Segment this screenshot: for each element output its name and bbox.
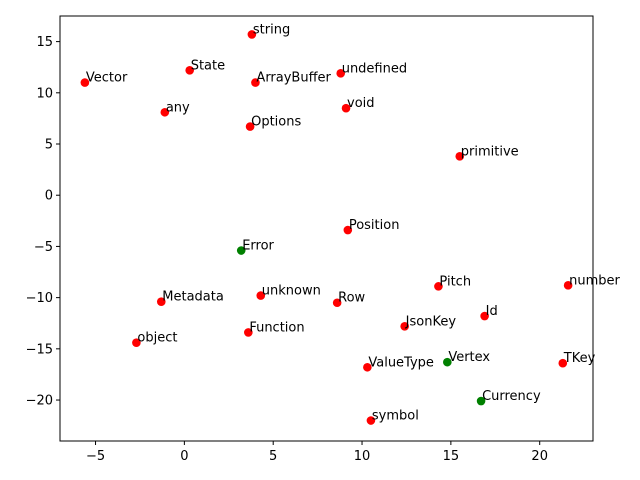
x-axis-ticks: −5 0 5 10 15 20 (86, 441, 548, 464)
data-point-label: State (191, 58, 225, 73)
data-points (80, 30, 573, 425)
y-tick-label: −10 (26, 291, 53, 306)
plot-frame (59, 15, 594, 442)
x-tick-label: 10 (354, 449, 371, 464)
data-point-label: Error (242, 239, 274, 254)
data-point-label: string (253, 22, 290, 37)
data-point (434, 282, 443, 291)
data-point-label: ValueType (368, 355, 434, 370)
data-point-label: JsonKey (405, 314, 457, 329)
data-point-label: undefined (342, 61, 407, 76)
data-point-label: number (569, 273, 620, 288)
data-point (336, 69, 346, 78)
y-tick-label: 10 (36, 86, 53, 101)
data-point (156, 297, 166, 307)
data-point (244, 328, 253, 337)
y-tick-label: −5 (34, 240, 53, 255)
data-point (400, 322, 409, 331)
data-point-label: Id (486, 304, 498, 319)
data-point-label: Vertex (448, 350, 490, 365)
data-point (341, 103, 351, 113)
data-point-label: Vector (86, 71, 128, 86)
data-point (443, 357, 452, 367)
data-point-label: Function (249, 320, 304, 335)
data-point-label: TKey (563, 351, 596, 366)
y-tick-label: 15 (36, 35, 53, 50)
data-point (80, 78, 90, 87)
y-axis-ticks: −20 −15 −10 −5 0 5 10 15 (26, 35, 60, 409)
data-point-label: primitive (461, 144, 519, 159)
data-point-label: object (137, 331, 177, 346)
data-point (236, 246, 246, 255)
data-point-label: unknown (262, 284, 321, 299)
data-point (256, 291, 266, 300)
y-tick-label: 5 (45, 138, 53, 153)
data-point (332, 298, 342, 308)
data-point (185, 65, 194, 75)
data-point (251, 78, 260, 87)
data-point (160, 107, 170, 117)
data-point (476, 396, 486, 406)
data-point (366, 416, 376, 425)
data-point-labels: string State undefined Vector ArrayBuffer any… (86, 22, 621, 423)
data-point-label: symbol (372, 409, 419, 424)
data-point-label: Row (338, 291, 365, 306)
data-point (245, 122, 255, 131)
data-point (343, 225, 353, 235)
x-tick-label: 20 (531, 449, 548, 464)
x-tick-label: −5 (86, 449, 105, 464)
y-tick-label: −20 (26, 394, 53, 409)
data-point-label: Options (251, 115, 301, 130)
data-point-label: Currency (482, 389, 541, 404)
data-point-label: Pitch (439, 274, 471, 289)
data-point (563, 281, 573, 290)
data-point-label: Position (349, 218, 400, 233)
data-point (363, 362, 372, 372)
data-point-label: any (166, 100, 190, 115)
data-point (480, 311, 489, 321)
y-tick-label: −15 (26, 342, 53, 357)
data-point (558, 358, 568, 368)
data-point-label: void (347, 96, 375, 111)
x-tick-label: 0 (180, 449, 188, 464)
data-point (455, 152, 465, 161)
x-tick-label: 5 (269, 449, 277, 464)
data-point (132, 338, 141, 347)
data-point (247, 30, 257, 39)
x-tick-label: 15 (443, 449, 460, 464)
data-point-label: ArrayBuffer (256, 71, 331, 86)
data-point-label: Metadata (162, 290, 224, 305)
y-tick-label: 0 (45, 189, 53, 204)
